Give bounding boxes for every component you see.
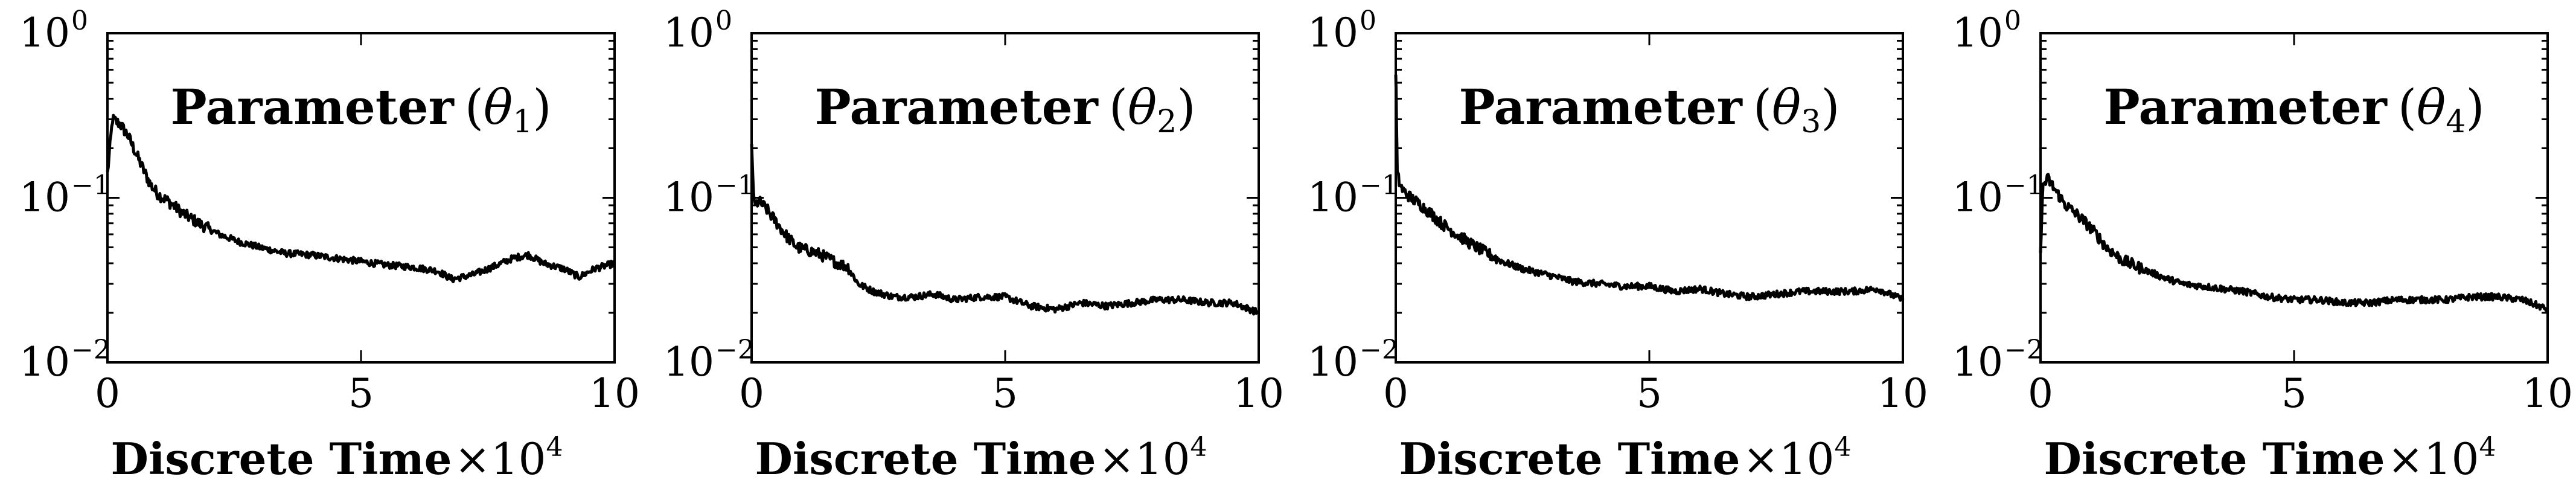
title-paren-open: ( [1753, 79, 1772, 135]
title-subscript: 3 [1801, 104, 1821, 140]
series-line-theta-3 [1394, 74, 1905, 302]
x-axis-label: Discrete Time×104 [1399, 432, 1852, 484]
series-line-theta-1 [106, 114, 616, 283]
y-tick-label-base: 10 [19, 339, 70, 385]
chart-title: Parameter (θ1) [170, 79, 551, 140]
y-tick-label-exponent: −1 [2004, 170, 2044, 201]
y-tick-label-exponent: −2 [1360, 335, 1399, 365]
chart-title: Parameter (θ3) [1459, 79, 1839, 140]
y-tick-label-exponent: 0 [715, 5, 732, 36]
x-tick-label: 10 [1878, 370, 1928, 417]
x-tick-label: 0 [2028, 370, 2053, 417]
y-tick-label-base: 10 [663, 10, 714, 56]
chart-title: Parameter (θ2) [814, 79, 1195, 140]
y-tick-label-base: 10 [663, 339, 714, 385]
y-tick-label-exponent: −1 [1360, 170, 1399, 201]
x-axis-label-text: Discrete Time [755, 433, 1096, 484]
y-tick-label-base: 10 [1952, 339, 2003, 385]
x-tick-label: 10 [589, 370, 640, 417]
title-paren-close: ) [2466, 79, 2484, 135]
title-paren-open: ( [2398, 79, 2417, 135]
x-tick-label: 5 [992, 370, 1018, 417]
y-tick-label-base: 10 [1308, 10, 1358, 56]
y-tick-label-exponent: 0 [2004, 5, 2021, 36]
title-paren-close: ) [532, 79, 551, 135]
title-symbol: θ [484, 79, 513, 135]
x-axis-label-text: Discrete Time [111, 433, 452, 484]
x-tick-label: 10 [1233, 370, 1284, 417]
x-tick-label: 0 [95, 370, 120, 417]
title-symbol: θ [1772, 79, 1801, 135]
x-tick-label: 0 [739, 370, 764, 417]
title-symbol: θ [1128, 79, 1157, 135]
y-tick-label-exponent: −1 [715, 170, 755, 201]
x-tick-label: 5 [2281, 370, 2307, 417]
title-subscript: 2 [1157, 104, 1177, 140]
x-axis-multiplier: ×10 [2388, 434, 2479, 484]
chart-title: Parameter (θ4) [2103, 79, 2484, 140]
x-axis-label: Discrete Time×104 [111, 432, 563, 484]
title-subscript: 1 [513, 104, 532, 140]
x-axis-label-text: Discrete Time [2044, 433, 2385, 484]
title-prefix: Parameter [1459, 79, 1742, 135]
y-tick-label-exponent: −2 [71, 335, 110, 365]
x-axis-multiplier-exponent: 4 [2479, 432, 2496, 463]
y-tick-label-base: 10 [19, 175, 70, 221]
title-prefix: Parameter [814, 79, 1098, 135]
y-tick-label-base: 10 [1952, 175, 2003, 221]
x-tick-label: 0 [1383, 370, 1408, 417]
title-paren-close: ) [1177, 79, 1195, 135]
series-line-theta-2 [750, 144, 1260, 316]
y-tick-label-base: 10 [19, 10, 70, 56]
x-tick-label: 5 [1637, 370, 1662, 417]
title-paren-open: ( [465, 79, 484, 135]
y-tick-label-exponent: −2 [715, 335, 755, 365]
title-paren-open: ( [1109, 79, 1128, 135]
y-tick-label-exponent: 0 [1360, 5, 1376, 36]
y-tick-label-exponent: −2 [2004, 335, 2044, 365]
x-tick-label: 10 [2522, 370, 2573, 417]
x-axis-label-text: Discrete Time [1399, 433, 1740, 484]
x-axis-label: Discrete Time×104 [755, 432, 1207, 484]
x-axis-multiplier: ×10 [1099, 434, 1191, 484]
title-paren-close: ) [1821, 79, 1839, 135]
x-axis-label: Discrete Time×104 [2044, 432, 2496, 484]
y-tick-label-base: 10 [1308, 175, 1358, 221]
y-tick-label-exponent: 0 [71, 5, 88, 36]
y-tick-label-base: 10 [1952, 10, 2003, 56]
title-symbol: θ [2417, 79, 2446, 135]
x-tick-label: 5 [348, 370, 374, 417]
y-tick-label-exponent: −1 [71, 170, 110, 201]
series-line-theta-4 [2039, 173, 2549, 312]
x-axis-multiplier-exponent: 4 [546, 432, 563, 463]
x-axis-multiplier: ×10 [455, 434, 546, 484]
title-prefix: Parameter [2103, 79, 2387, 135]
y-tick-label-base: 10 [1308, 339, 1358, 385]
x-axis-multiplier-exponent: 4 [1190, 432, 1207, 463]
x-axis-multiplier-exponent: 4 [1834, 432, 1851, 463]
x-axis-multiplier: ×10 [1743, 434, 1835, 484]
title-subscript: 4 [2446, 104, 2466, 140]
title-prefix: Parameter [170, 79, 454, 135]
y-tick-label-base: 10 [663, 175, 714, 221]
